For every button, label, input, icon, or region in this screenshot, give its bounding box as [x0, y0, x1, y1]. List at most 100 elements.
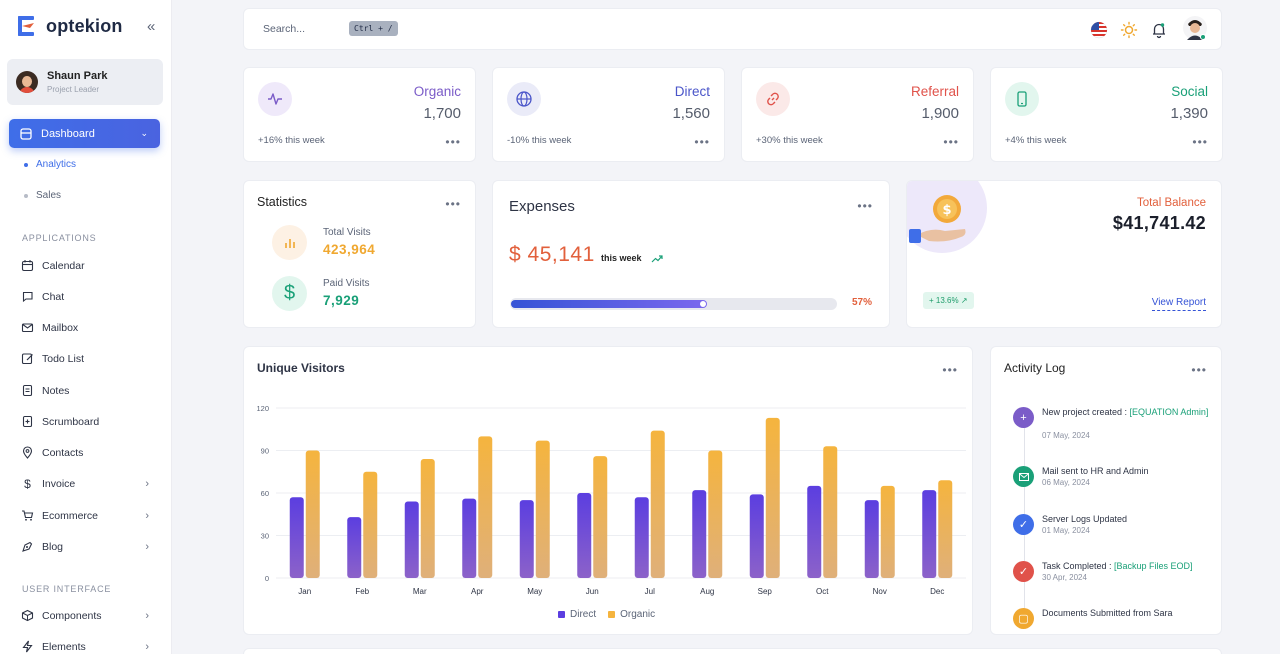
sidebar-item-chat[interactable]: Chat [21, 290, 153, 303]
sidebar-item-label: Notes [42, 384, 70, 397]
stat-card-direct: Direct 1,560 -10% this week ••• [492, 67, 725, 162]
box-icon [21, 609, 34, 622]
sidebar-item-label: Mailbox [42, 321, 79, 334]
sidebar-item-components[interactable]: Components › [21, 609, 153, 622]
sidebar-item-label: Contacts [42, 446, 84, 459]
more-options-icon[interactable]: ••• [942, 363, 958, 377]
x-tick-label: Aug [700, 587, 714, 596]
mail-icon [1013, 466, 1034, 487]
sidebar-item-label: Blog [42, 540, 64, 553]
bar-organic-oct[interactable] [823, 446, 838, 578]
bar-direct-jul[interactable] [634, 497, 649, 578]
chevron-right-icon: › [145, 609, 149, 622]
sidebar-subitem-sales[interactable]: Sales [24, 190, 61, 201]
activity-text-highlight[interactable]: [EQUATION Admin] [1129, 407, 1209, 417]
more-options-icon[interactable]: ••• [1192, 135, 1208, 149]
more-options-icon[interactable]: ••• [857, 199, 873, 213]
bar-direct-nov[interactable] [864, 500, 879, 578]
activity-text-highlight[interactable]: [Backup Files EOD] [1114, 561, 1193, 571]
sidebar-item-blog[interactable]: Blog › [21, 540, 153, 553]
bar-direct-jun[interactable] [577, 493, 592, 578]
bar-direct-mar[interactable] [404, 501, 419, 579]
file-icon: ▢ [1013, 608, 1034, 629]
more-options-icon[interactable]: ••• [445, 135, 461, 149]
sidebar-item-scrumboard[interactable]: Scrumboard [21, 415, 153, 428]
bar-direct-dec[interactable] [922, 490, 937, 578]
sidebar-item-mailbox[interactable]: Mailbox [21, 321, 153, 334]
card-title: Activity Log [1004, 361, 1066, 375]
logo-icon [18, 16, 34, 36]
mail-icon [21, 323, 34, 333]
legend-item-direct[interactable]: Direct [558, 609, 596, 620]
bar-organic-aug[interactable] [708, 450, 723, 579]
more-options-icon[interactable]: ••• [1191, 363, 1207, 377]
sidebar-subitem-label: Analytics [36, 159, 77, 170]
total-visits-value: 423,964 [323, 242, 376, 257]
brand[interactable]: optekion [16, 14, 123, 38]
sidebar-item-elements[interactable]: Elements › [21, 640, 153, 653]
bar-organic-nov[interactable] [880, 485, 895, 578]
user-card[interactable]: Shaun Park Project Leader [7, 59, 163, 105]
bar-organic-dec[interactable] [938, 480, 953, 578]
bar-organic-mar[interactable] [420, 459, 435, 578]
bar-organic-jul[interactable] [650, 430, 665, 578]
bar-direct-sep[interactable] [749, 494, 764, 578]
user-role: Project Leader [47, 85, 100, 94]
collapse-sidebar-icon[interactable]: « [147, 18, 156, 35]
bar-direct-oct[interactable] [807, 485, 822, 578]
stat-card-organic: Organic 1,700 +16% this week ••• [243, 67, 476, 162]
balance-change-badge: + 13.6% ↗ [923, 292, 974, 309]
avatar [16, 71, 38, 93]
more-options-icon[interactable]: ••• [445, 197, 461, 211]
legend-item-organic[interactable]: Organic [608, 609, 655, 620]
more-options-icon[interactable]: ••• [694, 135, 710, 149]
phone-icon [1005, 82, 1039, 116]
bar-organic-jan[interactable] [305, 450, 320, 579]
sidebar-item-contacts[interactable]: Contacts [21, 446, 153, 459]
bar-organic-jun[interactable] [593, 456, 608, 578]
globe-icon [507, 82, 541, 116]
x-tick-label: Dec [930, 587, 944, 596]
stat-value: 1,900 [921, 105, 959, 122]
bar-direct-feb[interactable] [347, 517, 362, 578]
sun-icon[interactable] [1119, 20, 1139, 40]
sidebar-item-calendar[interactable]: Calendar [21, 259, 153, 272]
expenses-card: Expenses ••• $ 45,141 this week 57% [492, 180, 890, 328]
bar-organic-feb[interactable] [363, 471, 378, 578]
stat-title: Direct [674, 84, 710, 99]
sidebar-item-label: Todo List [42, 352, 85, 365]
stat-title: Social [1171, 84, 1208, 99]
more-options-icon[interactable]: ••• [943, 135, 959, 149]
sidebar-subitem-analytics[interactable]: Analytics [24, 159, 76, 170]
bar-direct-jan[interactable] [289, 497, 304, 578]
stat-card-social: Social 1,390 +4% this week ••• [990, 67, 1223, 162]
bar-direct-apr[interactable] [462, 498, 477, 578]
bar-organic-may[interactable] [535, 440, 550, 578]
bar-organic-sep[interactable] [765, 417, 780, 578]
sidebar-item-label: Calendar [42, 259, 85, 272]
sidebar-item-ecommerce[interactable]: Ecommerce › [21, 509, 153, 522]
sidebar-item-invoice[interactable]: $ Invoice › [21, 477, 153, 491]
bar-direct-may[interactable] [519, 500, 534, 578]
progress-knob [700, 301, 706, 307]
search-input[interactable]: Search... [263, 23, 306, 35]
activity-icon [258, 82, 292, 116]
sidebar-item-dashboard[interactable]: Dashboard ⌄ [9, 119, 160, 148]
chat-icon [22, 291, 33, 303]
chevron-right-icon: › [145, 509, 149, 522]
avatar[interactable] [1183, 16, 1207, 42]
flag-us-icon[interactable] [1089, 20, 1109, 40]
sidebar: optekion « Shaun Park Project Leader Das… [0, 0, 172, 654]
stat-trend: +30% this week [756, 135, 823, 146]
topbar: Search... Ctrl + / [243, 8, 1222, 50]
bell-icon[interactable] [1149, 20, 1169, 40]
expenses-progress [510, 298, 837, 310]
balance-card: $ Total Balance $41,741.42 + 13.6% ↗ Vie… [906, 180, 1222, 328]
view-report-link[interactable]: View Report [1151, 297, 1206, 311]
y-tick-label: 120 [256, 404, 269, 413]
bar-direct-aug[interactable] [692, 490, 707, 578]
bar-organic-apr[interactable] [478, 436, 493, 578]
sidebar-item-notes[interactable]: Notes [21, 384, 153, 397]
card-title: Statistics [257, 195, 308, 209]
sidebar-item-todo-list[interactable]: Todo List [21, 352, 153, 365]
